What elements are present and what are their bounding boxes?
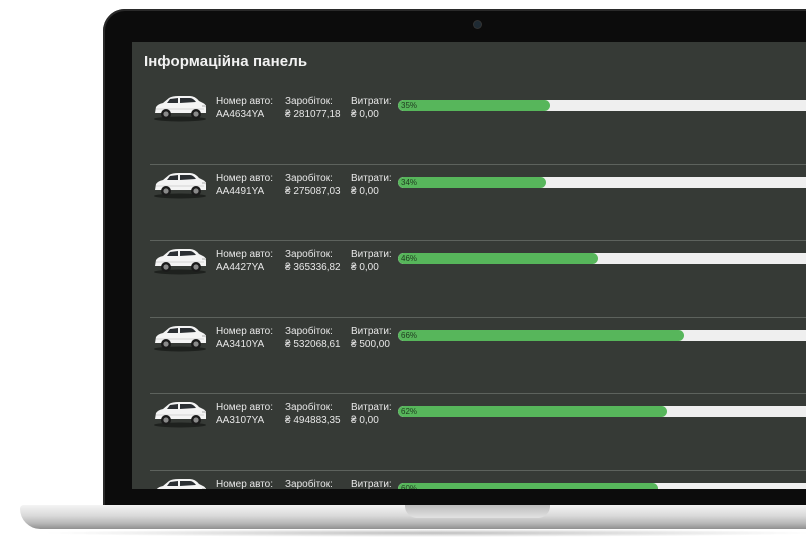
costs-value: ₴ 0,00 xyxy=(351,262,379,273)
costs-field: Витрати: ₴ 500,00 xyxy=(351,325,392,351)
car-number-label: Номер авто: xyxy=(216,325,274,337)
car-number-value: AA3107YA xyxy=(216,415,265,426)
earnings-field: Заробіток: ₴ 275087,03 xyxy=(285,172,341,198)
earnings-value: ₴ 365336,82 xyxy=(285,262,341,273)
earnings-value: ₴ 494883,35 xyxy=(285,415,341,426)
earnings-field: Заробіток: xyxy=(285,478,333,490)
car-number-field: Номер авто: AA4427YA xyxy=(216,248,273,274)
vehicle-row[interactable]: Номер авто: AA4634YA Заробіток: ₴ 281077… xyxy=(132,88,806,165)
car-number-field: Номер авто: AA3107YA xyxy=(216,401,273,427)
progress-label: 66% xyxy=(401,330,418,340)
car-icon xyxy=(154,172,206,198)
earnings-field: Заробіток: ₴ 494883,35 xyxy=(285,401,341,427)
car-number-field: Номер авто: xyxy=(216,478,273,490)
car-number-label: Номер авто: xyxy=(216,96,274,107)
costs-value: ₴ 500,00 xyxy=(351,338,390,350)
camera-icon xyxy=(474,21,481,28)
earnings-label: Заробіток: xyxy=(285,402,333,413)
progress-fill xyxy=(398,406,668,417)
vehicle-row[interactable]: Номер авто: Заробіток: Витрати: 60% xyxy=(132,471,806,490)
progress-bar: 60% xyxy=(398,482,806,490)
progress-label: 34% xyxy=(401,177,418,187)
car-icon xyxy=(156,478,206,489)
progress-bar: 66% xyxy=(398,329,806,341)
car-icon xyxy=(154,249,206,275)
costs-label: Витрати: xyxy=(351,478,392,490)
progress-fill xyxy=(398,482,659,489)
car-number-label: Номер авто: xyxy=(216,478,274,490)
costs-value: ₴ 0,00 xyxy=(351,185,379,197)
earnings-label: Заробіток: xyxy=(285,96,333,107)
progress-fill xyxy=(398,253,598,264)
progress-fill xyxy=(398,176,546,188)
progress-bar: 46% xyxy=(398,253,806,264)
costs-label: Витрати: xyxy=(351,402,392,413)
progress-fill xyxy=(398,329,685,341)
earnings-label: Заробіток: xyxy=(285,172,333,184)
costs-field: Витрати: ₴ 0,00 xyxy=(351,401,392,427)
costs-value: ₴ 0,00 xyxy=(351,415,379,426)
earnings-value: ₴ 275087,03 xyxy=(285,185,341,197)
progress-label: 60% xyxy=(401,483,418,490)
earnings-field: Заробіток: ₴ 365336,82 xyxy=(285,248,341,274)
page-title: Інформаційна панель xyxy=(144,53,308,70)
progress-fill xyxy=(398,100,550,111)
car-icon xyxy=(154,96,206,122)
car-icon xyxy=(154,402,206,428)
progress-label: 62% xyxy=(401,407,418,416)
car-icon xyxy=(154,325,206,351)
costs-label: Витрати: xyxy=(351,325,392,337)
costs-field: Витрати: ₴ 0,00 xyxy=(351,95,392,121)
earnings-label: Заробіток: xyxy=(285,325,333,337)
earnings-value: ₴ 532068,61 xyxy=(285,338,341,350)
earnings-field: Заробіток: ₴ 532068,61 xyxy=(285,325,341,351)
car-number-field: Номер авто: AA4491YA xyxy=(216,172,273,198)
costs-label: Витрати: xyxy=(351,249,392,260)
progress-label: 46% xyxy=(401,254,418,263)
earnings-field: Заробіток: ₴ 281077,18 xyxy=(285,95,341,121)
costs-label: Витрати: xyxy=(351,172,392,184)
car-number-value: AA3410YA xyxy=(216,338,265,350)
progress-bar: 62% xyxy=(398,406,806,417)
laptop-base-notch xyxy=(405,505,550,518)
car-number-label: Номер авто: xyxy=(216,402,274,413)
car-number-label: Номер авто: xyxy=(216,249,274,260)
costs-field: Витрати: ₴ 0,00 xyxy=(351,248,392,274)
base-shadow xyxy=(40,529,806,537)
car-number-label: Номер авто: xyxy=(216,172,274,184)
vehicle-list: Номер авто: AA4634YA Заробіток: ₴ 281077… xyxy=(132,88,806,489)
car-number-field: Номер авто: AA3410YA xyxy=(216,325,273,351)
vehicle-row[interactable]: Номер авто: AA3410YA Заробіток: ₴ 532068… xyxy=(132,318,806,395)
car-number-field: Номер авто: AA4634YA xyxy=(216,95,273,121)
costs-label: Витрати: xyxy=(351,96,392,107)
costs-field: Витрати: xyxy=(351,478,392,490)
vehicle-row[interactable]: Номер авто: AA4491YA Заробіток: ₴ 275087… xyxy=(132,165,806,242)
progress-label: 35% xyxy=(401,101,418,110)
vehicle-row[interactable]: Номер авто: AA4427YA Заробіток: ₴ 365336… xyxy=(132,241,806,318)
car-number-value: AA4427YA xyxy=(216,262,265,273)
vehicle-row[interactable]: Номер авто: AA3107YA Заробіток: ₴ 494883… xyxy=(132,394,806,471)
earnings-value: ₴ 281077,18 xyxy=(285,109,341,120)
progress-bar: 35% xyxy=(398,100,806,111)
car-number-value: AA4634YA xyxy=(216,109,265,120)
costs-field: Витрати: ₴ 0,00 xyxy=(351,172,392,198)
costs-value: ₴ 0,00 xyxy=(351,109,379,120)
progress-bar: 34% xyxy=(398,176,806,188)
earnings-label: Заробіток: xyxy=(285,249,333,260)
car-number-value: AA4491YA xyxy=(216,185,265,197)
earnings-label: Заробіток: xyxy=(285,478,333,490)
dashboard-screen: Інформаційна панель Номер авто: xyxy=(132,42,806,489)
